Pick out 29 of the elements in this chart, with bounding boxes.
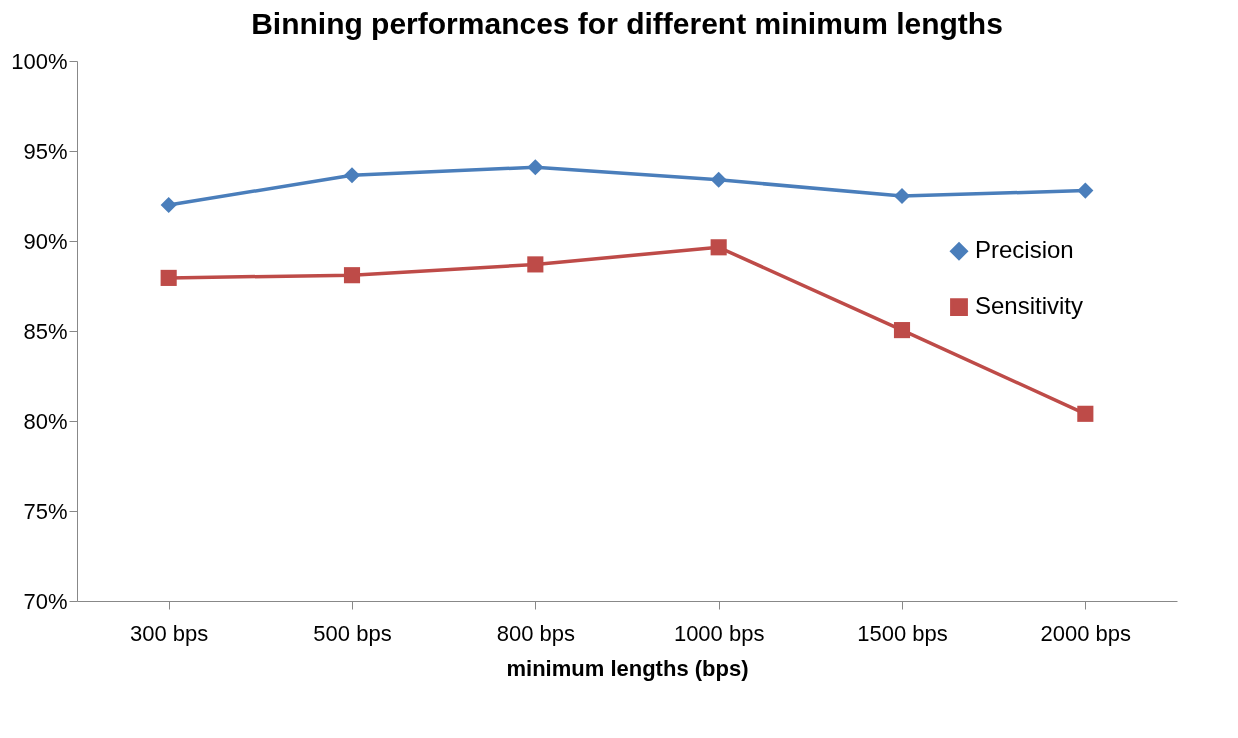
legend-label: Precision [975, 236, 1074, 264]
y-tick-label: 90% [23, 228, 68, 254]
y-tick-label: 100% [11, 48, 68, 74]
chart-title: Binning performances for different minimum lengths [251, 7, 1003, 40]
point [160, 269, 177, 286]
x-tick-label: 1000 bps [673, 620, 765, 646]
x-tick-label: 300 bps [130, 620, 209, 646]
y-tick-label: 70% [23, 588, 68, 614]
x-tick-label: 1500 bps [857, 620, 948, 646]
point [343, 167, 361, 184]
x-tick-label: 500 bps [313, 620, 392, 646]
y-tick-label: 75% [23, 498, 68, 524]
x-tick-label: 2000 bps [1040, 620, 1132, 646]
point [1077, 182, 1094, 199]
point [160, 196, 177, 214]
y-tick-label: 80% [23, 408, 68, 434]
x-tick-label: 800 bps [496, 620, 575, 646]
point [527, 256, 544, 273]
point [343, 267, 361, 284]
point [710, 171, 727, 188]
point [893, 322, 911, 339]
x-axis-title: minimum lengths (bps) [506, 655, 749, 681]
y-tick-label: 85% [23, 318, 68, 344]
y-tick-label: 95% [23, 138, 68, 164]
point [527, 159, 544, 176]
legend-label: Sensitivity [975, 292, 1084, 320]
point [893, 187, 911, 205]
point [1077, 405, 1094, 422]
point [710, 239, 727, 256]
